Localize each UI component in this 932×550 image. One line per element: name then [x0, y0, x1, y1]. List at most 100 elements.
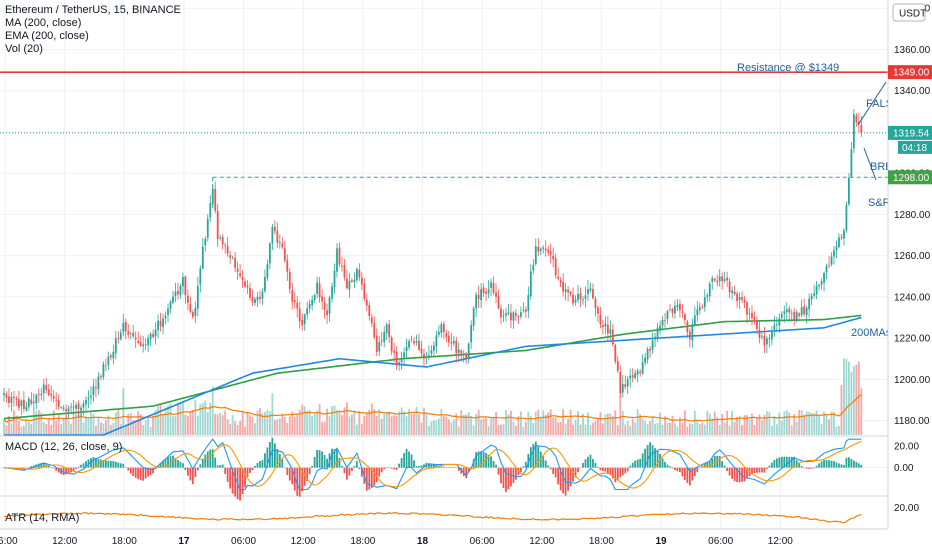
macd-histogram-bar [336, 449, 338, 468]
volume-bar [472, 425, 475, 435]
candle-body [216, 211, 219, 240]
candle-body [239, 273, 241, 276]
volume-bar [65, 416, 68, 435]
macd-histogram-bar [296, 467, 299, 496]
volume-bar [649, 421, 651, 435]
macd-histogram-bar [641, 453, 644, 468]
ema-indicator-label[interactable]: EMA (200, close) [5, 30, 89, 42]
candle-body [753, 317, 756, 320]
price-tick-label: 1220.00 [894, 334, 931, 345]
macd-histogram-bar [728, 467, 731, 476]
volume-bar [313, 412, 316, 435]
macd-histogram-bar [743, 467, 746, 482]
candle-body [370, 317, 373, 324]
candle-body [785, 309, 788, 313]
volume-bar [537, 409, 540, 435]
macd-histogram-bar [577, 467, 579, 473]
candle-body [92, 386, 95, 395]
candle-body [579, 293, 582, 300]
volume-bar [470, 416, 473, 435]
macd-histogram-bar [609, 467, 612, 475]
volume-bar [507, 414, 510, 435]
volume-bar [818, 414, 820, 435]
volume-bar [616, 424, 619, 435]
macd-histogram-bar [216, 465, 219, 468]
atr-legend[interactable]: ATR (14, RMA) [5, 512, 80, 524]
volume-bar [186, 415, 189, 435]
candle-body [333, 270, 336, 288]
volume-bar [249, 415, 251, 435]
candle-body [780, 314, 783, 318]
candle-body [669, 309, 671, 311]
macd-histogram-bar [50, 467, 53, 468]
candle-body [368, 305, 371, 317]
macd-histogram-bar [820, 461, 823, 468]
candle-body [534, 246, 537, 264]
macd-histogram-bar [353, 466, 356, 468]
volume-bar [813, 413, 816, 435]
candle-body [45, 385, 48, 390]
macd-histogram-bar [273, 443, 276, 468]
volume-bar [353, 410, 356, 435]
macd-histogram-bar [72, 467, 75, 472]
macd-histogram-bar [495, 464, 497, 468]
candle-body [649, 348, 651, 351]
volume-bar [214, 413, 217, 435]
candle-body [20, 400, 23, 406]
volume-bar [800, 410, 803, 435]
vol-indicator-label[interactable]: Vol (20) [5, 43, 43, 55]
volume-bar [584, 424, 587, 435]
candle-body [201, 246, 204, 269]
volume-bar [857, 361, 860, 435]
volume-bar [144, 420, 147, 435]
volume-bar [368, 409, 371, 435]
macd-histogram-bar [360, 467, 363, 477]
candle-body [346, 278, 348, 289]
candle-body [132, 332, 135, 337]
time-tick-label: 17 [178, 536, 190, 547]
volume-bar [477, 409, 480, 435]
volume-bar [224, 410, 227, 435]
volume-bar [475, 413, 478, 435]
macd-histogram-bar [559, 467, 562, 491]
macd-histogram-bar [400, 458, 403, 468]
volume-bar [768, 411, 771, 435]
volume-bar [718, 425, 721, 435]
candle-body [70, 406, 72, 408]
macd-histogram-bar [259, 461, 261, 468]
candle-body [614, 345, 617, 362]
volume-bar [860, 388, 863, 435]
candle-body [395, 351, 398, 366]
symbol-title[interactable]: Ethereum / TetherUS, 15, BINANCE [5, 4, 181, 16]
volume-bar [119, 424, 122, 435]
volume-bar [308, 409, 311, 435]
candle-body [271, 226, 274, 244]
candle-body [281, 243, 284, 248]
macd-histogram-bar [582, 463, 584, 468]
macd-histogram-bar [447, 467, 450, 468]
volume-bar [574, 419, 577, 435]
volume-bar [482, 418, 485, 435]
volume-bar [505, 410, 507, 435]
macd-legend[interactable]: MACD (12, 26, close, 9) [5, 441, 123, 453]
macd-histogram-bar [423, 464, 425, 468]
volume-bar [447, 419, 450, 435]
macd-histogram-bar [691, 467, 694, 481]
candle-body [758, 329, 761, 338]
candle-body [686, 321, 689, 333]
candle-body [278, 242, 281, 243]
macd-histogram-bar [549, 467, 552, 470]
volume-bar [589, 425, 592, 435]
candle-body [721, 276, 724, 282]
volume-bar [664, 416, 666, 435]
volume-bar [80, 410, 82, 435]
macd-histogram-bar [142, 467, 145, 481]
volume-bar [594, 420, 597, 435]
ma-indicator-label[interactable]: MA (200, close) [5, 17, 82, 29]
volume-bar [383, 413, 386, 435]
macd-histogram-bar [378, 467, 381, 477]
candle-body [487, 289, 490, 294]
candle-body [318, 283, 321, 298]
